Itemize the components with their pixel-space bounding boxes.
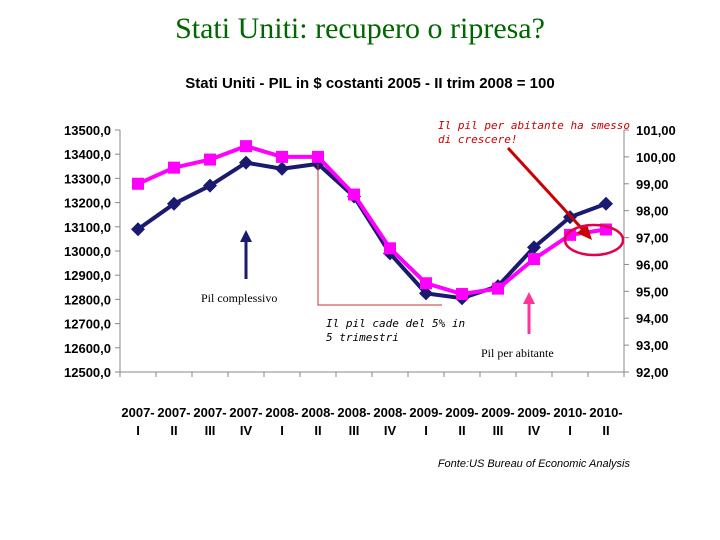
x-tick-label-year: 2010- xyxy=(553,405,586,420)
x-tick-label-quarter: II xyxy=(602,423,609,438)
source-note: Fonte:US Bureau of Economic Analysis xyxy=(438,458,631,470)
right-tick-label: 98,00 xyxy=(636,204,669,219)
x-tick-label-year: 2007- xyxy=(121,405,154,420)
series-2-point xyxy=(456,288,468,301)
annotation-pil-cade-line2: 5 trimestri xyxy=(326,331,399,344)
series-layer xyxy=(131,140,613,306)
annotation-pil-per-abitante-line1: Il pil per abitante ha smesso xyxy=(438,119,630,132)
x-tick-label-year: 2007- xyxy=(193,405,226,420)
series-2-point xyxy=(492,282,504,295)
x-tick-label-year: 2008- xyxy=(373,405,406,420)
x-tick-label-year: 2009- xyxy=(445,405,478,420)
series-1-point xyxy=(599,196,613,211)
x-tick-label-quarter: III xyxy=(493,423,504,438)
navy-arrow-head xyxy=(240,230,252,242)
x-tick-label-quarter: IV xyxy=(384,423,397,438)
x-tick-label-year: 2007- xyxy=(229,405,262,420)
left-tick-label: 12700,0 xyxy=(64,317,111,332)
x-tick-label-quarter: IV xyxy=(528,423,541,438)
x-tick-label-quarter: IV xyxy=(240,423,253,438)
left-tick-label: 13100,0 xyxy=(64,220,111,235)
series-1-point xyxy=(239,155,253,170)
left-tick-label: 13400,0 xyxy=(64,147,111,162)
series-1-point xyxy=(131,222,145,237)
series-2-point xyxy=(240,140,252,153)
annotation-pil-per-abitante-line2: di crescere! xyxy=(438,133,517,146)
x-tick-label-year: 2009- xyxy=(517,405,550,420)
x-tick-label-quarter: II xyxy=(314,423,321,438)
right-axis-ticks: 101,00 100,00 99,00 98,00 97,00 96,00 95,00 94,… xyxy=(624,123,676,380)
series-line-2 xyxy=(137,144,607,297)
pink-arrow-head xyxy=(523,292,535,304)
right-tick-label: 99,00 xyxy=(636,177,669,192)
series-2-point xyxy=(312,150,324,163)
chart-title: Stati Uniti - PIL in $ costanti 2005 - I… xyxy=(185,75,554,92)
right-tick-label: 100,00 xyxy=(636,150,676,165)
x-tick-label-quarter: I xyxy=(280,423,284,438)
x-tick-label-quarter: I xyxy=(136,423,140,438)
series-2-point xyxy=(168,161,180,174)
highlight-circle xyxy=(563,223,625,257)
left-tick-label: 12500,0 xyxy=(64,365,111,380)
right-tick-label: 94,00 xyxy=(636,311,669,326)
series-1-point xyxy=(419,286,433,301)
left-tick-label: 13500,0 xyxy=(64,123,111,138)
series-1-point xyxy=(527,240,541,255)
label-pil-complessivo: Pil complessivo xyxy=(201,291,277,305)
series-2-point xyxy=(276,150,288,163)
series-2-point xyxy=(528,253,540,266)
right-tick-label: 95,00 xyxy=(636,284,669,299)
left-tick-label: 12900,0 xyxy=(64,268,111,283)
x-tick-label-year: 2007- xyxy=(157,405,190,420)
label-pil-per-abitante: Pil per abitante xyxy=(481,346,554,360)
series-1-point xyxy=(275,161,289,176)
right-tick-label: 97,00 xyxy=(636,231,669,246)
series-2-point xyxy=(564,228,576,241)
right-tick-label: 92,00 xyxy=(636,365,669,380)
right-tick-label: 101,00 xyxy=(636,123,676,138)
series-2-point xyxy=(420,277,432,290)
red-arrow-head xyxy=(577,224,592,240)
left-tick-label: 13300,0 xyxy=(64,171,111,186)
x-tick-label-year: 2009- xyxy=(481,405,514,420)
left-tick-label: 13200,0 xyxy=(64,196,111,211)
x-tick-label-year: 2009- xyxy=(409,405,442,420)
slide-title: Stati Uniti: recupero o ripresa? xyxy=(175,12,545,45)
series-2-point xyxy=(348,188,360,201)
x-tick-label-year: 2008- xyxy=(265,405,298,420)
x-tick-label-quarter: III xyxy=(349,423,360,438)
x-tick-label-quarter: I xyxy=(568,423,572,438)
left-tick-label: 13000,0 xyxy=(64,244,111,259)
x-tick-label-year: 2008- xyxy=(301,405,334,420)
annotation-pil-cade-line1: Il pil cade del 5% in xyxy=(326,317,465,330)
x-tick-label-quarter: III xyxy=(205,423,216,438)
series-2-point xyxy=(384,242,396,255)
x-tick-label-quarter: I xyxy=(424,423,428,438)
series-2-point xyxy=(132,177,144,190)
left-tick-label: 12800,0 xyxy=(64,292,111,307)
x-tick-label-year: 2008- xyxy=(337,405,370,420)
series-2-point xyxy=(204,153,216,166)
x-tick-label-quarter: II xyxy=(170,423,177,438)
bracket-line xyxy=(317,164,442,306)
red-arrow-line xyxy=(506,146,587,234)
left-axis-ticks: 13500,0 13400,0 13300,0 13200,0 13100,0 13000… xyxy=(64,123,120,380)
left-tick-label: 12600,0 xyxy=(64,341,111,356)
series-1-point xyxy=(203,178,217,193)
x-tick-label-quarter: II xyxy=(458,423,465,438)
right-tick-label: 96,00 xyxy=(636,257,669,272)
x-tick-label-year: 2010- xyxy=(589,405,622,420)
right-tick-label: 93,00 xyxy=(636,338,669,353)
x-axis-ticks: 2007-I2007-II2007-III2007-IV2008-I2008-I… xyxy=(119,372,625,438)
series-1-point xyxy=(167,196,181,211)
